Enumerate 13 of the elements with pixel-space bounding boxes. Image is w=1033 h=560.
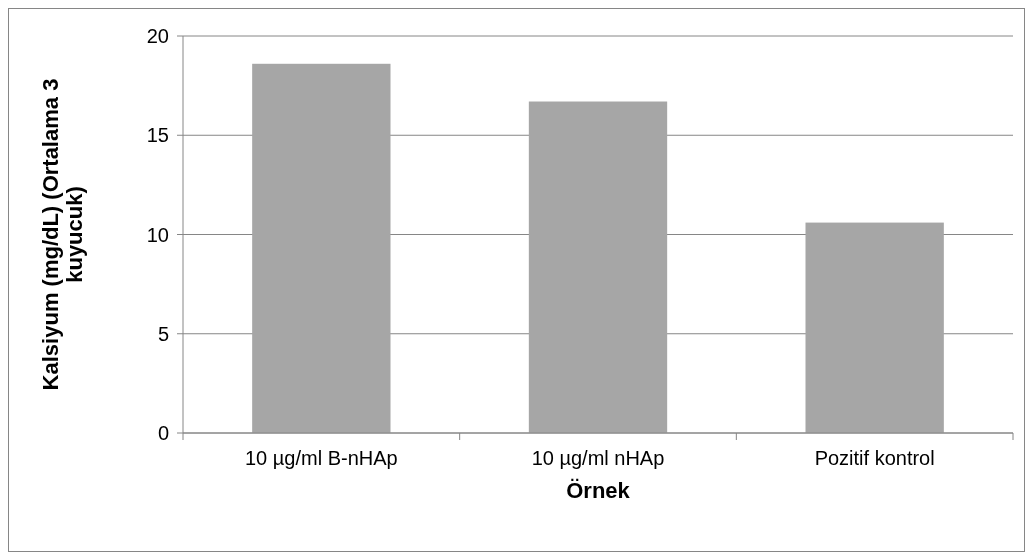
y-tick-label: 5 [157, 322, 169, 345]
x-tick-label: Pozitif kontrol [814, 447, 935, 469]
bar [805, 222, 944, 433]
y-tick-label: 0 [157, 422, 169, 444]
x-axis-title: Örnek [566, 478, 631, 503]
y-axis-title: Kalsiyum (mg/dL) (Ortalama 3 kuyucuk) [37, 78, 88, 391]
y-tick-label: 10 [146, 223, 169, 246]
x-tick-label: 10 µg/ml B-nHAp [244, 447, 398, 469]
y-tick-label: 15 [146, 124, 169, 147]
bar [528, 101, 668, 433]
bar [252, 63, 391, 433]
x-tick-label: 10 µg/ml nHAp [531, 447, 665, 469]
y-tick-label: 20 [146, 25, 169, 47]
